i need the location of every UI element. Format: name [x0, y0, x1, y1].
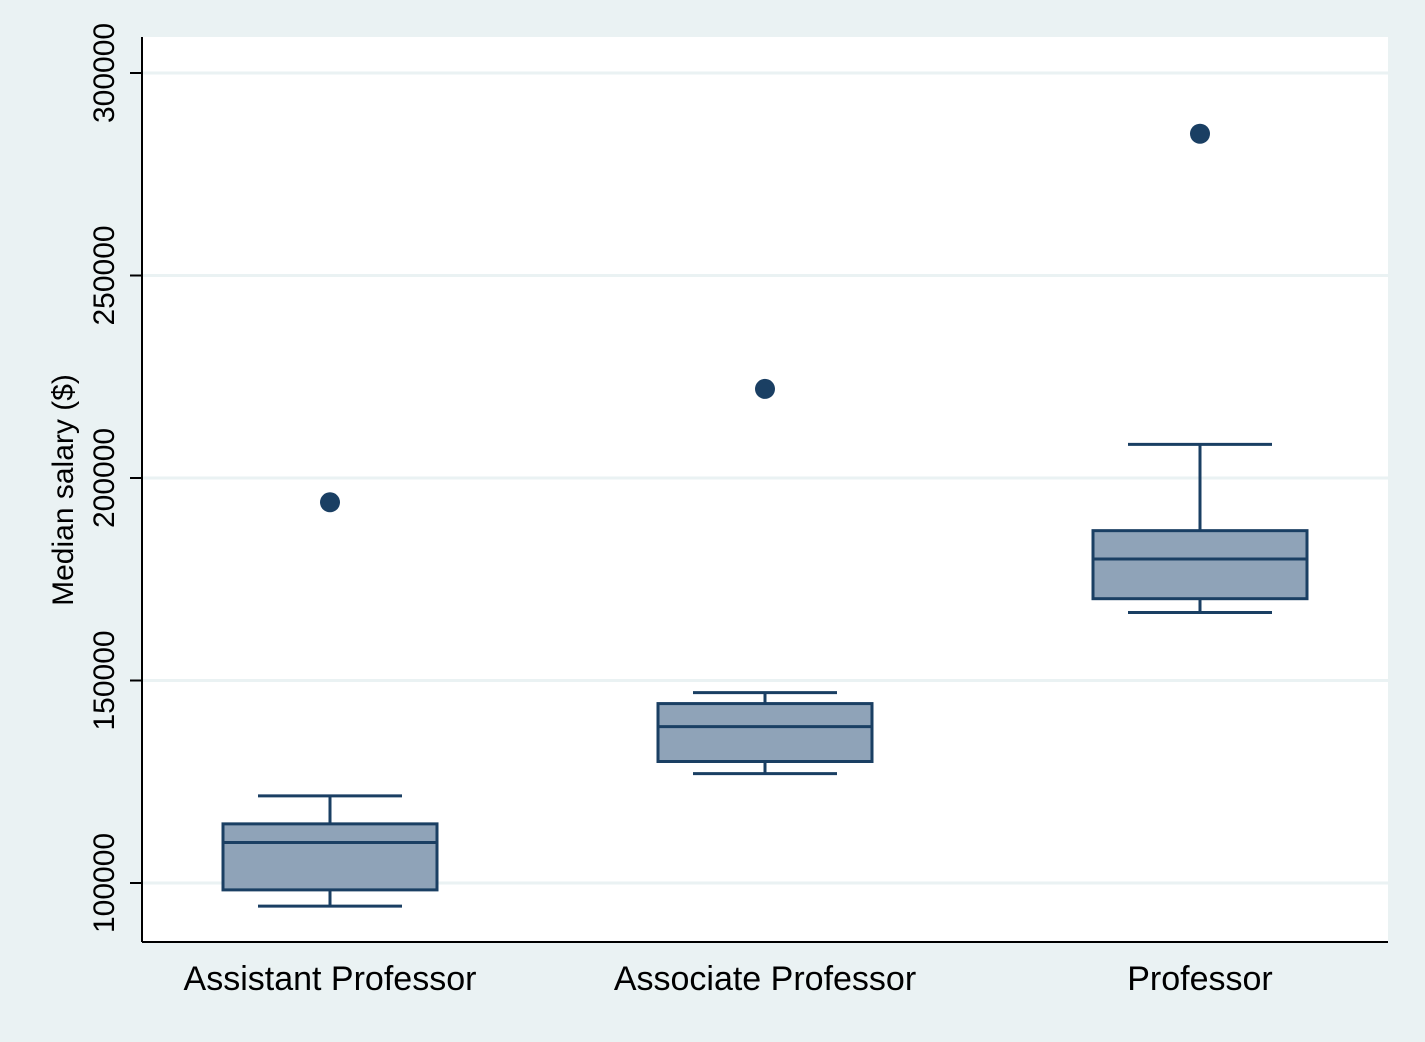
outlier-point	[320, 492, 340, 513]
box-group	[221, 492, 439, 908]
y-tick-label: 300000	[88, 23, 121, 123]
plot-area	[142, 37, 1388, 942]
box-iqr	[656, 702, 874, 764]
y-tick-label: 150000	[88, 630, 121, 730]
outlier-point	[1190, 123, 1210, 144]
y-tick-label: 250000	[88, 225, 121, 325]
y-tick-label: 100000	[88, 833, 121, 933]
box-iqr	[1091, 529, 1309, 601]
axes	[141, 37, 1388, 943]
box-group	[1091, 123, 1309, 614]
box-group	[656, 378, 874, 776]
y-tick-label: 200000	[88, 428, 121, 528]
x-tick-labels: Assistant Professor Associate Professor Pr…	[184, 960, 1273, 998]
y-axis-label: Median salary ($)	[47, 374, 80, 606]
y-ticks: 100000 150000 200000 250000 300000	[88, 23, 142, 933]
x-tick-label: Assistant Professor	[184, 960, 477, 998]
outlier-point	[755, 378, 775, 399]
box-iqr	[221, 822, 439, 892]
x-tick-label: Professor	[1127, 960, 1273, 998]
x-tick-label: Associate Professor	[614, 960, 916, 998]
boxes	[221, 123, 1309, 908]
